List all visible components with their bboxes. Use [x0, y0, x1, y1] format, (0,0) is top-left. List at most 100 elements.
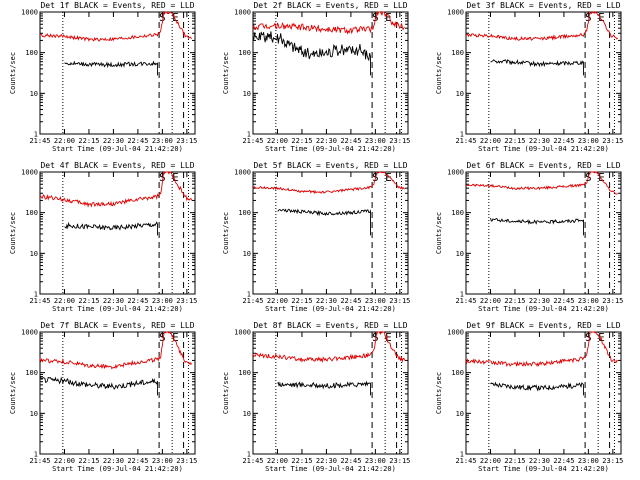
x-tick-label: 22:45: [340, 457, 361, 465]
x-tick-label: 22:30: [316, 137, 337, 145]
x-tick-label: 22:15: [291, 457, 312, 465]
detector-panel: Det 6f BLACK = Events, RED = LLD 1 10 100 10…: [435, 161, 623, 313]
y-tick-label: 100: [451, 49, 464, 57]
x-tick-label: 23:00: [365, 457, 386, 465]
x-tick-label: 22:45: [553, 297, 574, 305]
y-axis-label: Counts/sec: [222, 212, 230, 254]
x-tick-label: 22:15: [291, 297, 312, 305]
y-tick-label: 100: [25, 209, 38, 217]
y-tick-label: 1000: [447, 169, 464, 177]
x-axis-label: Start Time (09-Jul-04 21:42:20): [265, 305, 396, 313]
y-tick-label: 1: [247, 291, 251, 299]
panel-title: Det 7f BLACK = Events, RED = LLD: [40, 321, 194, 330]
x-tick-label: 23:00: [578, 137, 599, 145]
x-tick-label: 22:45: [127, 137, 148, 145]
x-axis-label: Start Time (09-Jul-04 21:42:20): [478, 465, 609, 473]
x-tick-label: 23:15: [602, 457, 623, 465]
y-tick-label: 1000: [234, 9, 251, 17]
y-tick-label: 10: [456, 410, 464, 418]
x-tick-label: 22:30: [316, 457, 337, 465]
end-marker-label: E: [172, 331, 179, 344]
start-marker-label: S: [159, 171, 166, 184]
plot-frame: [39, 11, 196, 135]
x-tick-label: 23:15: [176, 297, 197, 305]
y-tick-label: 10: [30, 90, 38, 98]
y-tick-label: 1000: [447, 9, 464, 17]
x-axis-label: Start Time (09-Jul-04 21:42:20): [265, 465, 396, 473]
x-tick-label: 22:15: [504, 137, 525, 145]
x-tick-label: 23:00: [152, 297, 173, 305]
y-tick-label: 100: [238, 209, 251, 217]
x-tick-label: 23:00: [365, 137, 386, 145]
detector-panel: Det 4f BLACK = Events, RED = LLD 1 10 100 10…: [9, 161, 197, 313]
plot-frame: [465, 331, 622, 455]
events-series-line: [64, 60, 158, 76]
y-tick-label: 10: [456, 250, 464, 258]
x-tick-label: 22:15: [78, 137, 99, 145]
end-marker-label: E: [598, 331, 605, 344]
x-tick-label: 22:00: [54, 137, 75, 145]
start-marker-label: S: [159, 331, 166, 344]
x-tick-label: 23:15: [389, 137, 410, 145]
y-tick-label: 1000: [21, 169, 38, 177]
x-tick-label: 22:30: [103, 137, 124, 145]
x-tick-label: 22:30: [529, 297, 550, 305]
y-axis-label: Counts/sec: [9, 212, 17, 254]
y-tick-label: 1: [460, 451, 464, 459]
x-tick-label: 22:45: [340, 137, 361, 145]
x-tick-label: 22:30: [103, 297, 124, 305]
lld-series-line: [252, 331, 406, 364]
x-axis-label: Start Time (09-Jul-04 21:42:20): [478, 305, 609, 313]
x-tick-label: 22:30: [103, 457, 124, 465]
x-tick-label: 22:15: [291, 137, 312, 145]
plot-frame: [252, 331, 409, 455]
x-tick-label: 23:00: [152, 457, 173, 465]
y-tick-label: 1: [247, 131, 251, 139]
y-tick-label: 1: [460, 291, 464, 299]
y-tick-label: 100: [238, 49, 251, 57]
x-tick-label: 22:30: [316, 297, 337, 305]
y-tick-label: 1000: [234, 169, 251, 177]
x-tick-label: 22:00: [267, 297, 288, 305]
x-tick-label: 22:15: [78, 457, 99, 465]
detector-panel: Det 3f BLACK = Events, RED = LLD 1 10 100 10…: [435, 1, 623, 153]
y-tick-label: 100: [451, 369, 464, 377]
y-tick-label: 10: [243, 410, 251, 418]
end-marker-label: E: [172, 11, 179, 24]
x-tick-label: 22:15: [78, 297, 99, 305]
lld-series-line: [39, 170, 193, 208]
start-marker-label: S: [159, 11, 166, 24]
x-tick-label: 23:15: [602, 297, 623, 305]
panel-title: Det 4f BLACK = Events, RED = LLD: [40, 161, 194, 170]
detector-panel: Det 5f BLACK = Events, RED = LLD 1 10 100 10…: [222, 161, 410, 313]
events-series-line: [277, 380, 371, 396]
panel-title: Det 5f BLACK = Events, RED = LLD: [253, 161, 407, 170]
panel-title: Det 1f BLACK = Events, RED = LLD: [40, 1, 194, 10]
x-tick-label: 22:45: [127, 297, 148, 305]
start-marker-label: S: [372, 331, 379, 344]
x-tick-label: 22:00: [54, 457, 75, 465]
y-axis-label: Counts/sec: [222, 52, 230, 94]
x-axis-label: Start Time (09-Jul-04 21:42:20): [52, 465, 183, 473]
x-tick-label: 22:00: [480, 457, 501, 465]
y-tick-label: 10: [30, 250, 38, 258]
start-marker-label: S: [585, 331, 592, 344]
x-tick-label: 23:15: [389, 297, 410, 305]
plot-frame: [39, 171, 196, 295]
end-marker-label: E: [598, 171, 605, 184]
x-axis-label: Start Time (09-Jul-04 21:42:20): [478, 145, 609, 153]
x-tick-label: 22:15: [504, 297, 525, 305]
x-tick-label: 21:45: [29, 457, 50, 465]
plot-frame: [465, 11, 622, 135]
plot-frame: [252, 11, 409, 135]
events-series-line: [277, 208, 371, 236]
end-marker-label: E: [385, 171, 392, 184]
x-tick-label: 21:45: [29, 297, 50, 305]
plot-frame: [39, 331, 196, 455]
events-series-line: [490, 217, 584, 236]
x-tick-label: 21:45: [29, 137, 50, 145]
lld-series-line: [465, 331, 619, 368]
x-tick-label: 21:45: [242, 137, 263, 145]
x-tick-label: 22:45: [553, 137, 574, 145]
